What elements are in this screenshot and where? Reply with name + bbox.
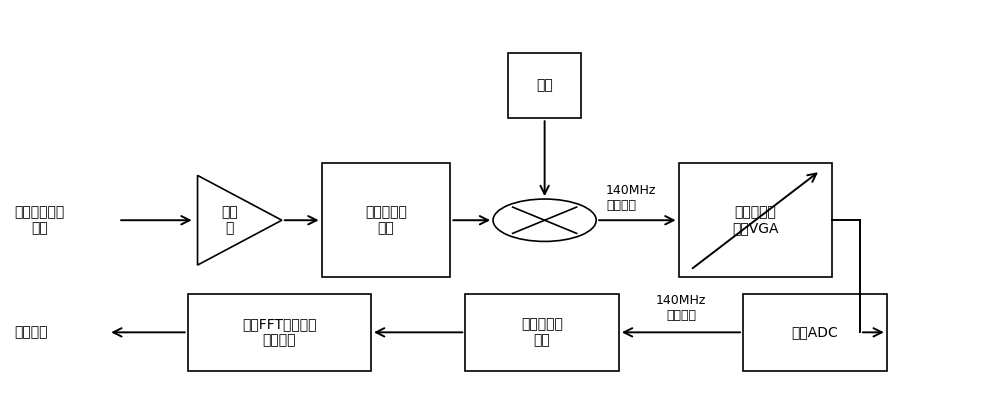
Text: 实施FFT谱峰搜索
场强计算: 实施FFT谱峰搜索 场强计算 — [242, 317, 317, 347]
Bar — [465, 294, 619, 371]
Circle shape — [493, 199, 596, 241]
Text: 输出场强: 输出场强 — [14, 325, 48, 339]
Text: 可变增益放
大器VGA: 可变增益放 大器VGA — [732, 205, 779, 235]
Text: 140MHz
数字中频: 140MHz 数字中频 — [656, 294, 706, 322]
Text: 低噪
放: 低噪 放 — [221, 205, 238, 235]
Bar — [743, 294, 887, 371]
Bar — [508, 53, 581, 118]
Bar — [188, 294, 371, 371]
Text: 高速ADC: 高速ADC — [791, 325, 838, 339]
Text: 镜像抑制滤
波器: 镜像抑制滤 波器 — [365, 205, 407, 235]
Text: 二次数字下
变频: 二次数字下 变频 — [521, 317, 563, 347]
Polygon shape — [198, 176, 282, 265]
Bar — [679, 163, 832, 277]
Text: 140MHz
模拟中频: 140MHz 模拟中频 — [606, 184, 656, 212]
Text: 本振: 本振 — [536, 79, 553, 93]
Text: 射频单音信号
输入: 射频单音信号 输入 — [14, 205, 64, 235]
Bar — [322, 163, 450, 277]
